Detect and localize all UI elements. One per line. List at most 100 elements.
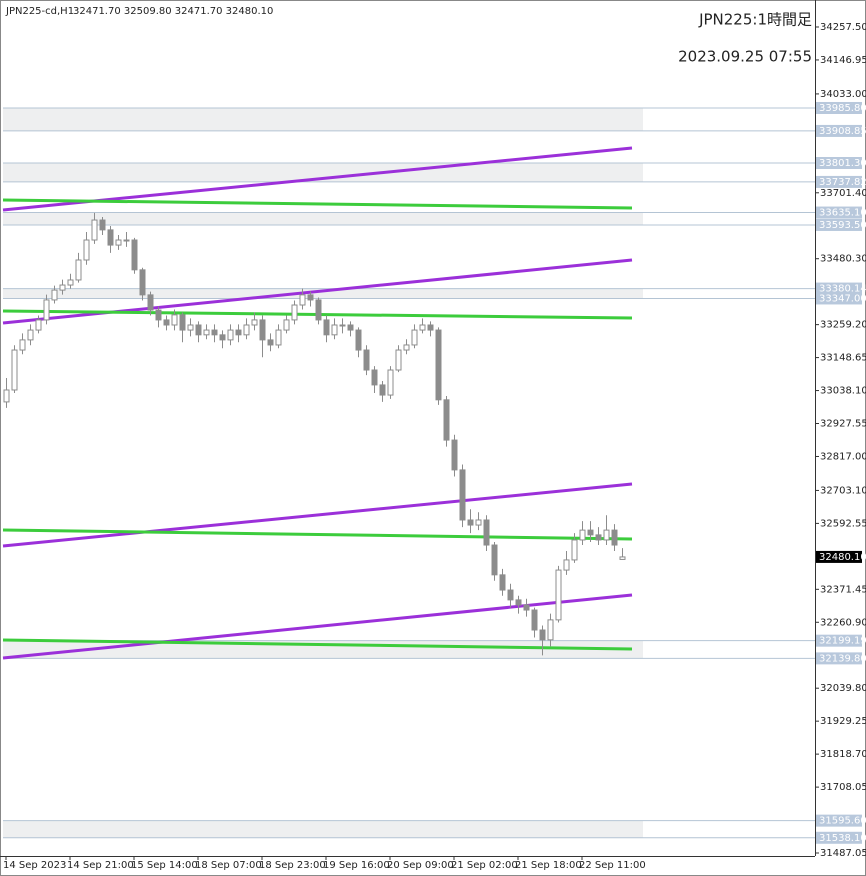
candle-body [563, 559, 570, 571]
candle-body [163, 319, 170, 326]
level-box [816, 218, 862, 231]
candle-body [491, 544, 498, 576]
candle-body [355, 329, 362, 351]
candle-body [467, 519, 474, 526]
candle-body [139, 269, 146, 296]
candle-body [179, 314, 186, 331]
candle-body [555, 569, 562, 621]
x-tick-label: 15 Sep 14:00 [131, 860, 198, 871]
candle-body [339, 324, 346, 327]
candle-body [251, 319, 258, 326]
candle-body [299, 294, 306, 306]
y-tick-label: 32817.00 [820, 451, 866, 462]
candle-body [259, 319, 266, 341]
level-label: 31595.60 [819, 816, 866, 827]
candle-body [187, 324, 194, 331]
candle-body [227, 329, 234, 341]
level-label: 33737.82 [819, 177, 866, 188]
candle-body [611, 529, 618, 546]
candle-body [3, 389, 10, 403]
y-tick-label: 32371.45 [820, 584, 866, 595]
trend-line [2, 638, 633, 651]
candle-body [211, 329, 218, 336]
candle-body [539, 629, 546, 641]
y-tick-label: 32703.10 [820, 485, 866, 496]
candle-body [419, 324, 426, 331]
y-tick-label: 33038.10 [820, 386, 866, 397]
level-label: 32139.80 [819, 653, 866, 664]
level-box [816, 652, 862, 665]
y-tick-label: 31929.25 [820, 716, 866, 727]
level-label: 33801.30 [819, 158, 866, 169]
x-tick-label: 18 Sep 23:00 [259, 860, 326, 871]
candle-body [147, 294, 154, 311]
candle-body [475, 519, 482, 526]
candle-body [603, 529, 610, 541]
candle-body [83, 239, 90, 261]
candle-body [99, 219, 106, 231]
level-label: 33347.00 [819, 293, 866, 304]
y-tick-label: 31818.70 [820, 749, 866, 760]
y-tick-label: 34257.50 [820, 22, 866, 33]
level-label: 33380.14 [819, 284, 866, 295]
candle-body [11, 349, 18, 391]
x-tick-label: 18 Sep 07:00 [195, 860, 262, 871]
level-box [816, 157, 862, 170]
y-tick-label: 33701.40 [820, 188, 866, 199]
candle-body [19, 339, 26, 351]
candle-body [363, 349, 370, 371]
candle-body [91, 219, 98, 241]
candle-body [107, 229, 114, 246]
level-label: 32199.19 [819, 636, 866, 647]
x-tick-label: 14 Sep 21:00 [67, 860, 134, 871]
candle-body [315, 299, 322, 321]
candle-body [411, 329, 418, 346]
y-tick-label: 31487.05 [820, 848, 866, 859]
level-box [816, 101, 862, 114]
level-box [816, 292, 862, 305]
trend-line [2, 198, 633, 210]
candle-body [451, 439, 458, 471]
y-tick-label: 32592.55 [820, 518, 866, 529]
y-tick-label: 33148.65 [820, 353, 866, 364]
candle-body [51, 289, 58, 301]
candle-body [323, 319, 330, 336]
level-label: 33908.85 [819, 126, 866, 137]
candle-body [403, 344, 410, 351]
candle-body [587, 529, 594, 536]
candle-body [443, 399, 450, 441]
candle-body [59, 284, 66, 291]
level-label: 33985.80 [819, 103, 866, 114]
y-tick-label: 33259.20 [820, 320, 866, 331]
candle-body [483, 519, 490, 546]
candle-body [243, 324, 250, 336]
y-tick-label: 31708.05 [820, 782, 866, 793]
level-box [816, 634, 862, 647]
trend-line [2, 146, 633, 212]
candle-body [235, 329, 242, 336]
x-tick-label: 21 Sep 02:00 [451, 860, 518, 871]
candle-body [267, 339, 274, 346]
candle-body [507, 589, 514, 601]
candle-body [195, 324, 202, 336]
candle-body [531, 609, 538, 631]
x-tick-label: 21 Sep 18:00 [515, 860, 582, 871]
chart-title: JPN225:1時間足 [698, 11, 812, 29]
current-price-label: 32480.10 [819, 552, 866, 563]
symbol: JPN225-cd,H1 [5, 6, 74, 17]
y-tick-label: 32039.80 [820, 683, 866, 694]
candle-body [75, 259, 82, 281]
candle-body [131, 239, 138, 271]
level-box [816, 831, 862, 844]
candle-body [67, 279, 74, 286]
candle-body [43, 299, 50, 321]
candle-body [435, 329, 442, 401]
level-label: 31538.10 [819, 833, 866, 844]
x-tick-label: 19 Sep 16:00 [323, 860, 390, 871]
level-box [816, 282, 862, 295]
candle-body [35, 319, 42, 331]
level-label: 33593.50 [819, 220, 866, 231]
candle-body [595, 534, 602, 541]
